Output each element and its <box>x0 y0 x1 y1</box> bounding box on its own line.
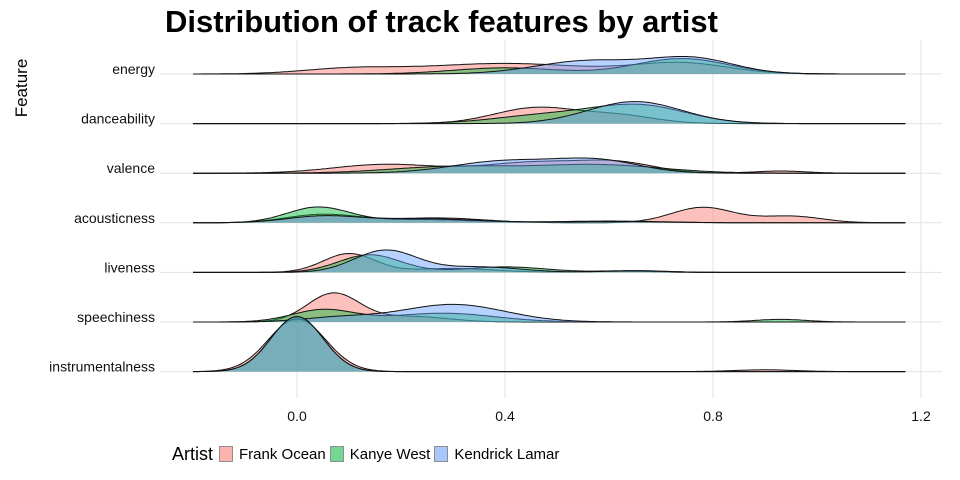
ridge-liveness <box>193 249 906 273</box>
y-tick-label: danceability <box>81 111 155 127</box>
ridge-line-kendrick-lamar <box>193 56 906 75</box>
legend-label: Kanye West <box>349 445 431 463</box>
ridge-line-kendrick-lamar <box>193 316 906 373</box>
y-tick-label: valence <box>107 160 155 176</box>
ridge-area-kendrick-lamar <box>193 316 906 372</box>
y-tick-label: instrumentalness <box>49 359 155 375</box>
ridge-area-kendrick-lamar <box>193 304 906 322</box>
ridge-acousticness <box>193 206 906 224</box>
ridge-energy <box>193 56 906 75</box>
y-tick-label: acousticness <box>74 210 155 226</box>
ridge-danceability <box>193 101 906 125</box>
ridge-area-kanye-west <box>193 58 906 74</box>
legend: Artist Frank Ocean Kanye West Kendrick Lam… <box>172 442 563 466</box>
ridge-area-frank-ocean <box>193 107 906 124</box>
x-tick-label: 1.2 <box>911 408 931 424</box>
legend-title: Artist <box>172 443 214 464</box>
ridge-area-frank-ocean <box>193 253 906 273</box>
ridge-line-frank-ocean <box>193 159 906 174</box>
ridge-line-frank-ocean <box>193 206 906 224</box>
ridge-line-kendrick-lamar <box>193 303 906 323</box>
ridge-line-kendrick-lamar <box>193 157 906 174</box>
chart-title: Distribution of track features by artist <box>165 4 718 39</box>
ridge-area-kanye-west <box>193 254 906 273</box>
x-tick-label: 0.8 <box>703 408 723 424</box>
y-tick-label: liveness <box>104 259 155 275</box>
ridge-area-kanye-west <box>193 164 906 174</box>
legend-item: Frank Ocean <box>219 446 326 463</box>
ridge-area-kanye-west <box>193 207 906 223</box>
ridge-valence <box>193 157 906 174</box>
ridge-speechiness <box>193 292 906 323</box>
ridge-line-kendrick-lamar <box>193 215 906 224</box>
legend-key <box>434 446 449 462</box>
legend-key <box>219 446 234 462</box>
ridge-area-kendrick-lamar <box>193 158 906 174</box>
legend-label: Frank Ocean <box>239 445 326 463</box>
x-tick-label: 0.0 <box>287 408 307 424</box>
ridge-line-kendrick-lamar <box>193 101 906 125</box>
x-tick-label: 0.4 <box>495 408 515 424</box>
ridge-area-frank-ocean <box>193 62 906 74</box>
ridge-area-kendrick-lamar <box>193 215 906 223</box>
ridge-area-frank-ocean <box>193 318 906 372</box>
ridge-line-kanye-west <box>193 308 906 323</box>
y-tick-label: speechiness <box>77 309 155 325</box>
ridge-area-kanye-west <box>193 316 906 372</box>
legend-item: Kendrick Lamar <box>434 446 559 463</box>
legend-key <box>329 446 344 462</box>
ridges <box>193 56 906 373</box>
ridge-area-kendrick-lamar <box>193 250 906 273</box>
y-tick-label: energy <box>112 61 155 77</box>
ridge-area-kanye-west <box>193 104 906 124</box>
ridge-area-kendrick-lamar <box>193 56 906 74</box>
ridge-instrumentalness <box>193 316 906 373</box>
ridge-area-kanye-west <box>193 309 906 322</box>
ridge-line-kendrick-lamar <box>193 249 906 273</box>
legend-label: Kendrick Lamar <box>454 445 560 463</box>
legend-item: Kanye West <box>329 445 431 463</box>
